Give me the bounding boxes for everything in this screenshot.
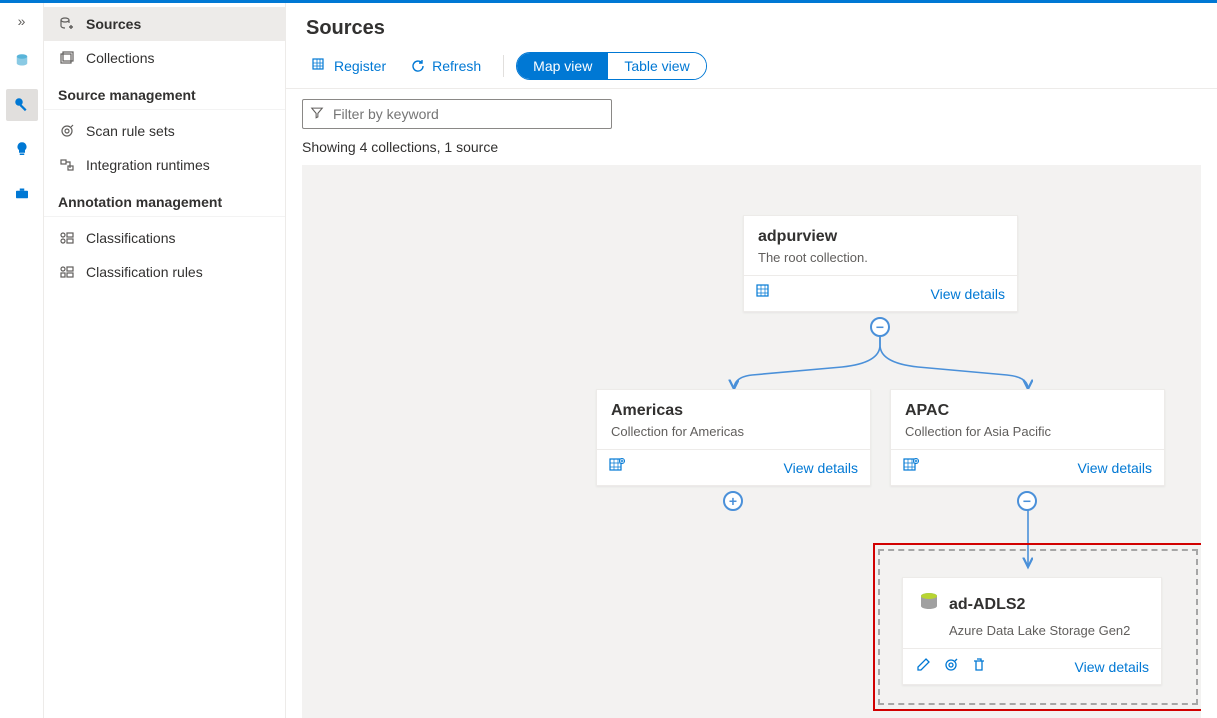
nav-label: Classification rules: [86, 264, 203, 280]
runtime-icon: [58, 156, 76, 174]
sources-icon: [58, 15, 76, 33]
nav-scan-rule-sets[interactable]: Scan rule sets: [44, 114, 285, 148]
refresh-label: Refresh: [432, 58, 481, 74]
lightbulb-icon: [13, 140, 31, 158]
target-icon: [58, 122, 76, 140]
filter-icon: [310, 106, 324, 123]
toolbox-icon: [13, 184, 31, 202]
filter-row: [286, 89, 1217, 133]
toolbar-divider: [503, 55, 504, 77]
register-button[interactable]: Register: [302, 52, 396, 80]
collapse-toggle-apac[interactable]: −: [1017, 491, 1037, 511]
refresh-button[interactable]: Refresh: [400, 52, 491, 80]
node-title: adpurview: [758, 228, 837, 246]
section-annotation-management: Annotation management: [44, 182, 285, 217]
node-title: APAC: [905, 402, 949, 420]
collection-node-root[interactable]: adpurview The root collection. View deta…: [743, 215, 1018, 312]
grid-plus-icon[interactable]: [903, 458, 919, 477]
collection-node-apac[interactable]: APAC Collection for Asia Pacific View de…: [890, 389, 1165, 486]
nav-classification-rules[interactable]: Classification rules: [44, 255, 285, 289]
node-desc: Collection for Americas: [611, 424, 856, 439]
nav-label: Integration runtimes: [86, 157, 210, 173]
nav-sources[interactable]: Sources: [44, 7, 285, 41]
nav-label: Scan rule sets: [86, 123, 175, 139]
view-details-link[interactable]: View details: [931, 286, 1005, 302]
collections-icon: [58, 49, 76, 67]
nav-label: Collections: [86, 50, 154, 66]
expand-toggle-americas[interactable]: +: [723, 491, 743, 511]
page-title: Sources: [286, 3, 1217, 44]
node-title: Americas: [611, 402, 683, 420]
rail-sources-icon[interactable]: [6, 89, 38, 121]
map-view-button[interactable]: Map view: [517, 53, 608, 79]
rail-insights-icon[interactable]: [6, 133, 38, 165]
filter-input[interactable]: [302, 99, 612, 129]
map-canvas[interactable]: adpurview The root collection. View deta…: [302, 165, 1201, 718]
rail-data-icon[interactable]: [6, 45, 38, 77]
grid-icon[interactable]: [756, 284, 772, 303]
summary-text: Showing 4 collections, 1 source: [286, 133, 1217, 165]
view-details-link[interactable]: View details: [784, 460, 858, 476]
classification-rules-icon: [58, 263, 76, 281]
expand-rail-button[interactable]: »: [14, 9, 30, 33]
grid-plus-icon[interactable]: [609, 458, 625, 477]
node-desc: Collection for Asia Pacific: [905, 424, 1150, 439]
side-nav: Sources Collections Source management Sc…: [44, 3, 286, 718]
node-desc: The root collection.: [758, 250, 1003, 265]
collapse-toggle-root[interactable]: −: [870, 317, 890, 337]
section-source-management: Source management: [44, 75, 285, 110]
view-details-link[interactable]: View details: [1078, 460, 1152, 476]
nav-collections[interactable]: Collections: [44, 41, 285, 75]
nav-label: Sources: [86, 16, 141, 32]
rail-management-icon[interactable]: [6, 177, 38, 209]
grid-plus-icon: [312, 58, 328, 74]
main: Sources Register Refresh Map view Table …: [286, 3, 1217, 718]
table-view-button[interactable]: Table view: [608, 53, 705, 79]
view-toggle: Map view Table view: [516, 52, 707, 80]
nav-classifications[interactable]: Classifications: [44, 221, 285, 255]
icon-rail: »: [0, 3, 44, 718]
highlight-annotation: [873, 543, 1201, 711]
classifications-icon: [58, 229, 76, 247]
toolbar: Register Refresh Map view Table view: [286, 44, 1217, 89]
register-label: Register: [334, 58, 386, 74]
key-icon: [13, 96, 31, 114]
collection-node-americas[interactable]: Americas Collection for Americas View de…: [596, 389, 871, 486]
refresh-icon: [410, 58, 426, 74]
database-icon: [13, 52, 31, 70]
nav-integration-runtimes[interactable]: Integration runtimes: [44, 148, 285, 182]
nav-label: Classifications: [86, 230, 175, 246]
